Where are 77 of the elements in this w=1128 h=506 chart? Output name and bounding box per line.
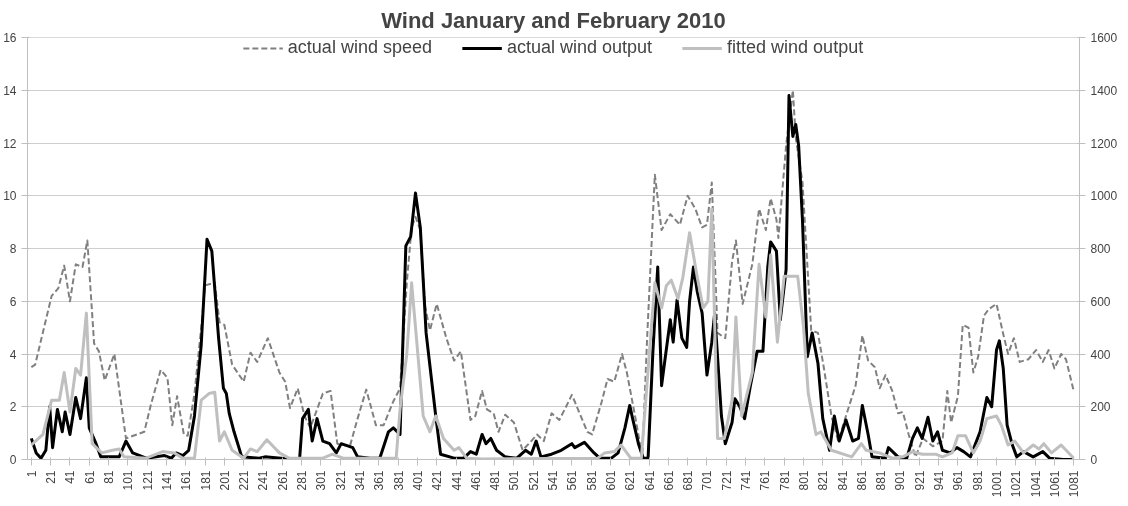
x-tick-label: 281: [295, 470, 310, 491]
x-tick-label: 1: [24, 470, 39, 478]
y2-tick-label: 200: [1090, 400, 1111, 415]
legend-label: actual wind output: [506, 37, 653, 58]
x-tick-label: 1041: [1028, 470, 1043, 498]
x-tick-label: 881: [874, 470, 889, 491]
legend-label: actual wind speed: [287, 37, 432, 58]
x-tick-label: 361: [372, 470, 387, 491]
x-tick-label: 301: [314, 470, 329, 491]
x-tick-label: 381: [391, 470, 406, 491]
x-tick-label: 521: [526, 470, 541, 491]
x-tick-label: 21: [44, 470, 59, 484]
y2-tick-label: 0: [1090, 453, 1098, 467]
x-tick-label: 581: [584, 470, 599, 491]
x-tick-label: 741: [739, 470, 754, 491]
x-tick-label: 781: [777, 470, 792, 491]
x-tick-label: 681: [681, 470, 696, 491]
x-tick-label: 81: [102, 470, 117, 484]
legend-label: fitted wind output: [727, 37, 864, 58]
x-tick-label: 901: [893, 470, 908, 491]
y-tick-label: 8: [9, 242, 17, 256]
x-tick-label: 41: [63, 470, 78, 484]
x-tick-label: 1021: [1009, 470, 1024, 498]
x-tick-label: 1061: [1047, 470, 1062, 498]
x-tick-label: 181: [198, 470, 213, 491]
x-tick-label: 761: [758, 470, 773, 491]
x-tick-label: 621: [623, 470, 638, 491]
x-tick-label: 421: [430, 470, 445, 491]
y2-tick-label: 400: [1090, 347, 1111, 362]
x-tick-label: 201: [217, 470, 232, 491]
x-tick-label: 821: [816, 470, 831, 491]
y-tick-label: 12: [3, 136, 17, 151]
y2-tick-label: 600: [1090, 294, 1111, 309]
y-tick-label: 2: [9, 400, 17, 415]
x-tick-label: 261: [275, 470, 290, 491]
y2-tick-label: 1200: [1090, 136, 1118, 151]
x-tick-label: 701: [700, 470, 715, 491]
x-tick-label: 981: [970, 470, 985, 491]
x-tick-label: 861: [854, 470, 869, 491]
y2-tick-label: 1600: [1090, 31, 1118, 45]
x-tick-label: 161: [179, 470, 194, 491]
x-tick-label: 961: [951, 470, 966, 491]
x-tick-label: 101: [121, 470, 136, 491]
x-tick-label: 541: [546, 470, 561, 491]
x-tick-label: 321: [333, 470, 348, 491]
x-tick-label: 1001: [990, 470, 1004, 498]
x-tick-label: 241: [256, 470, 271, 491]
x-tick-label: 801: [796, 470, 811, 491]
y-tick-label: 6: [9, 294, 17, 309]
x-tick-label: 401: [410, 470, 425, 491]
x-tick-label: 841: [835, 470, 850, 491]
y2-tick-label: 1000: [1090, 189, 1118, 204]
x-tick-label: 941: [932, 470, 947, 491]
x-tick-label: 921: [912, 470, 927, 491]
y-tick-label: 4: [9, 347, 17, 362]
x-tick-label: 221: [237, 470, 252, 491]
x-tick-label: 641: [642, 470, 657, 491]
y-tick-label: 16: [3, 31, 17, 45]
x-tick-label: 481: [488, 470, 503, 491]
y2-tick-label: 800: [1090, 242, 1111, 256]
x-tick-label: 341: [353, 470, 368, 491]
x-tick-label: 441: [449, 470, 464, 491]
chart-title: Wind January and February 2010: [381, 7, 726, 33]
y-tick-label: 14: [3, 83, 17, 98]
y-tick-label: 0: [9, 453, 17, 467]
x-tick-label: 461: [468, 470, 483, 491]
x-tick-label: 1081: [1067, 470, 1082, 498]
y2-tick-label: 1400: [1090, 83, 1118, 98]
x-tick-label: 661: [661, 470, 676, 491]
x-tick-label: 501: [507, 470, 522, 491]
x-tick-label: 141: [159, 470, 174, 491]
x-tick-label: 721: [719, 470, 734, 491]
x-tick-label: 601: [603, 470, 618, 491]
x-tick-label: 561: [565, 470, 580, 491]
y-tick-label: 10: [3, 189, 17, 204]
x-tick-label: 61: [82, 470, 97, 484]
x-tick-label: 121: [140, 470, 155, 491]
